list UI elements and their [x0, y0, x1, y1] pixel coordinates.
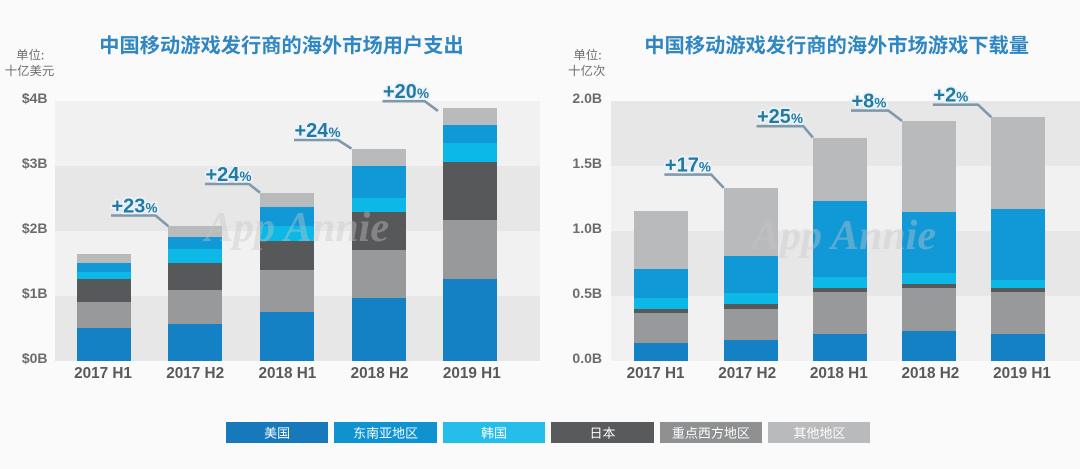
svg-text:2019 H1: 2019 H1 [443, 365, 501, 382]
svg-text:2017 H2: 2017 H2 [718, 365, 776, 382]
svg-text:1.5B: 1.5B [572, 155, 602, 171]
svg-text:+2%: +2% [933, 85, 968, 107]
svg-text:$4B: $4B [22, 90, 48, 106]
svg-text:1.0B: 1.0B [572, 220, 602, 236]
svg-text:$1B: $1B [22, 285, 48, 301]
svg-text:2017 H2: 2017 H2 [166, 365, 224, 382]
svg-text:2018 H1: 2018 H1 [810, 365, 868, 382]
svg-text:+25%: +25% [757, 106, 803, 128]
svg-text:2018 H2: 2018 H2 [351, 365, 409, 382]
svg-text:2019 H1: 2019 H1 [993, 365, 1051, 382]
svg-text:2018 H2: 2018 H2 [901, 365, 959, 382]
svg-text:2018 H1: 2018 H1 [258, 365, 316, 382]
svg-text:$2B: $2B [22, 220, 48, 236]
svg-text:0.5B: 0.5B [572, 285, 602, 301]
svg-text:2017 H1: 2017 H1 [627, 365, 685, 382]
svg-text:$3B: $3B [22, 155, 48, 171]
svg-text:0.0B: 0.0B [572, 350, 602, 366]
svg-text:+23%: +23% [112, 195, 158, 217]
svg-text:+8%: +8% [852, 90, 887, 112]
svg-text:2017 H1: 2017 H1 [74, 365, 132, 382]
svg-text:2.0B: 2.0B [572, 90, 602, 106]
svg-text:+24%: +24% [206, 164, 252, 186]
svg-text:$0B: $0B [22, 350, 48, 366]
svg-text:+24%: +24% [295, 120, 341, 142]
svg-text:+17%: +17% [665, 154, 711, 176]
svg-text:+20%: +20% [383, 81, 429, 103]
